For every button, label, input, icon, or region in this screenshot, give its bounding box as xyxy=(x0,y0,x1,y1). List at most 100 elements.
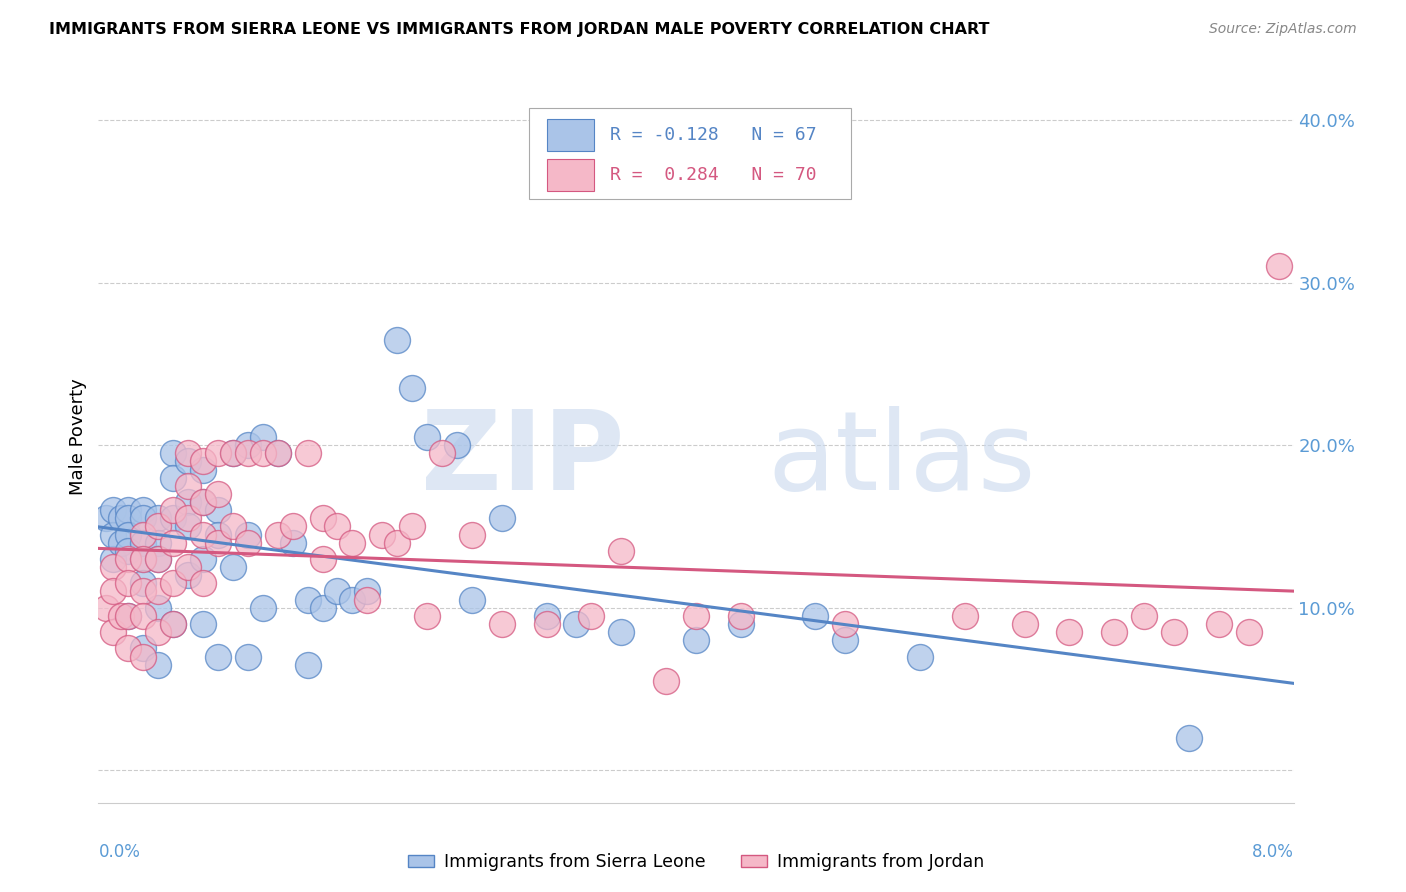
Point xyxy=(162,576,184,591)
Point xyxy=(148,657,170,672)
Point xyxy=(536,608,558,623)
Point xyxy=(385,333,409,347)
Text: 8.0%: 8.0% xyxy=(1251,843,1294,861)
Point xyxy=(148,625,170,640)
Legend: Immigrants from Sierra Leone, Immigrants from Jordan: Immigrants from Sierra Leone, Immigrants… xyxy=(401,847,991,879)
Point xyxy=(148,600,170,615)
Point xyxy=(655,673,678,688)
Point xyxy=(565,617,588,632)
Point xyxy=(103,584,125,599)
Point xyxy=(177,495,200,509)
Point xyxy=(610,625,633,640)
Point xyxy=(148,511,170,525)
Point xyxy=(401,381,423,395)
Point xyxy=(191,454,214,468)
FancyBboxPatch shape xyxy=(547,159,595,191)
Point xyxy=(117,527,139,541)
Point xyxy=(222,446,245,460)
Point xyxy=(177,511,200,525)
Point xyxy=(581,608,603,623)
Text: R =  0.284   N = 70: R = 0.284 N = 70 xyxy=(610,166,817,184)
Text: IMMIGRANTS FROM SIERRA LEONE VS IMMIGRANTS FROM JORDAN MALE POVERTY CORRELATION : IMMIGRANTS FROM SIERRA LEONE VS IMMIGRAN… xyxy=(49,22,990,37)
Point xyxy=(1237,625,1260,640)
Point xyxy=(207,503,229,517)
Point xyxy=(177,519,200,533)
Point xyxy=(297,592,319,607)
Point xyxy=(117,511,139,525)
Point xyxy=(297,446,319,460)
Point xyxy=(446,438,468,452)
Point xyxy=(94,600,117,615)
Point xyxy=(461,592,484,607)
Point xyxy=(1014,617,1036,632)
Point xyxy=(132,576,155,591)
Point xyxy=(162,511,184,525)
Point xyxy=(207,487,229,501)
Point xyxy=(177,446,200,460)
Point xyxy=(236,527,259,541)
Point xyxy=(236,446,259,460)
Point xyxy=(311,552,333,566)
Point xyxy=(177,568,200,582)
Point xyxy=(207,446,229,460)
Point xyxy=(461,527,484,541)
Point xyxy=(162,503,184,517)
Point xyxy=(117,608,139,623)
Point xyxy=(132,641,155,656)
Point xyxy=(281,519,304,533)
Point xyxy=(117,641,139,656)
Point xyxy=(252,446,274,460)
Point xyxy=(1104,625,1126,640)
Point xyxy=(267,446,290,460)
Point xyxy=(311,600,333,615)
Point xyxy=(222,446,245,460)
Point xyxy=(117,503,139,517)
FancyBboxPatch shape xyxy=(547,119,595,152)
Point xyxy=(342,592,364,607)
Text: ZIP: ZIP xyxy=(420,406,624,513)
Point xyxy=(401,519,423,533)
Point xyxy=(236,535,259,549)
Point xyxy=(132,552,155,566)
Point xyxy=(148,552,170,566)
Point xyxy=(110,511,132,525)
Point xyxy=(94,511,117,525)
Point xyxy=(162,471,184,485)
Point xyxy=(191,495,214,509)
Point xyxy=(103,560,125,574)
Point xyxy=(430,446,453,460)
Point xyxy=(953,608,976,623)
Point xyxy=(1208,617,1230,632)
Point xyxy=(908,649,931,664)
Point xyxy=(103,527,125,541)
Text: Source: ZipAtlas.com: Source: ZipAtlas.com xyxy=(1209,22,1357,37)
Point xyxy=(281,535,304,549)
Point xyxy=(103,552,125,566)
Point xyxy=(191,495,214,509)
Point xyxy=(162,535,184,549)
Point xyxy=(222,519,245,533)
Point xyxy=(162,617,184,632)
Point xyxy=(536,617,558,632)
Point xyxy=(236,438,259,452)
Point xyxy=(1163,625,1185,640)
Point xyxy=(834,617,856,632)
Point xyxy=(162,446,184,460)
Point xyxy=(252,430,274,444)
Text: atlas: atlas xyxy=(768,406,1036,513)
Point xyxy=(804,608,827,623)
Point xyxy=(103,625,125,640)
Point xyxy=(730,617,752,632)
Point xyxy=(297,657,319,672)
Point xyxy=(191,527,214,541)
Point xyxy=(416,430,439,444)
Point xyxy=(177,560,200,574)
Point xyxy=(610,544,633,558)
Point xyxy=(132,649,155,664)
Point xyxy=(356,592,378,607)
Point xyxy=(117,608,139,623)
Point xyxy=(356,584,378,599)
Point xyxy=(207,527,229,541)
Point xyxy=(148,519,170,533)
Point xyxy=(207,535,229,549)
